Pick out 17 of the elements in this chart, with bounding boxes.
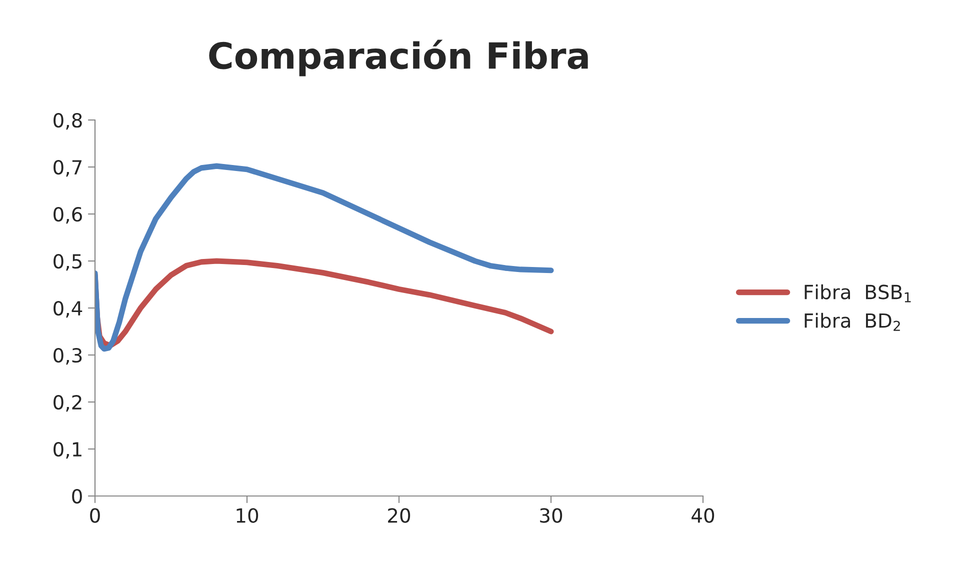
y-tick-label: 0,1 (54, 442, 82, 459)
y-tick-label: 0,8 (54, 112, 82, 130)
legend-label: Fibra BSB$_{1}$ (804, 284, 911, 302)
x-tick-label: 10 (236, 508, 258, 523)
chart-title: Comparación Fibra (209, 40, 588, 76)
y-tick-label: 0,2 (54, 394, 82, 412)
x-tick-label: 40 (692, 508, 714, 523)
y-tick-label: 0,4 (54, 300, 82, 318)
x-tick-label: 0 (90, 508, 100, 523)
y-tick-label: 0,6 (54, 206, 82, 224)
y-tick-label: 0,5 (54, 254, 82, 271)
y-tick-label: 0,7 (54, 160, 82, 177)
x-tick-label: 30 (540, 508, 562, 523)
legend-label: Fibra BD$_{2}$ (804, 312, 900, 331)
y-tick-label: 0,3 (54, 348, 82, 365)
x-tick-label: 20 (388, 508, 410, 523)
y-tick-label: 0 (72, 488, 82, 504)
